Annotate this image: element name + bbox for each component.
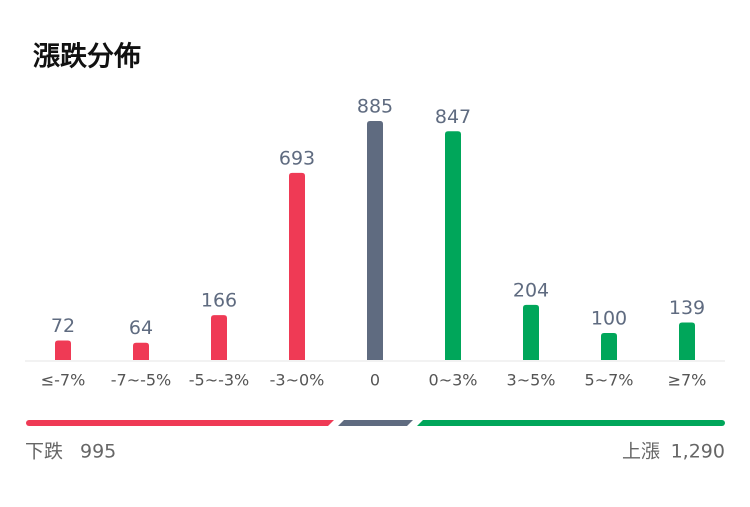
value-label: 64 xyxy=(129,317,153,339)
x-tick-label: -7~-5% xyxy=(111,371,172,390)
x-tick-label: ≤-7% xyxy=(41,371,86,390)
bar xyxy=(679,322,695,360)
bar xyxy=(523,304,539,360)
value-label: 693 xyxy=(279,147,315,169)
bar xyxy=(367,121,383,360)
bar xyxy=(55,340,71,360)
value-label: 72 xyxy=(51,315,75,337)
x-tick-label: ≥7% xyxy=(668,371,707,390)
x-tick-label: -5~-3% xyxy=(189,371,250,390)
bar xyxy=(133,342,149,360)
value-label: 885 xyxy=(357,96,393,118)
x-tick-label: -3~0% xyxy=(270,371,325,390)
up-label: 上漲 xyxy=(622,441,660,463)
up-value: 1,290 xyxy=(671,441,725,463)
x-tick-label: 0 xyxy=(370,371,380,390)
flat-bar xyxy=(338,420,413,426)
value-label: 139 xyxy=(669,297,705,319)
value-label: 100 xyxy=(591,307,627,329)
x-tick-label: 5~7% xyxy=(585,371,634,390)
down-bar xyxy=(26,420,334,426)
bar xyxy=(601,332,617,360)
down-value: 995 xyxy=(80,441,116,463)
bar xyxy=(289,172,305,360)
x-tick-label: 3~5% xyxy=(507,371,556,390)
bar xyxy=(445,131,461,360)
bar xyxy=(211,315,227,360)
chart-title: 漲跌分佈 xyxy=(33,41,141,73)
up-bar xyxy=(417,420,725,426)
value-label: 847 xyxy=(435,106,471,128)
value-label: 166 xyxy=(201,290,237,312)
value-label: 204 xyxy=(513,279,549,301)
down-label: 下跌 xyxy=(25,441,63,463)
x-tick-label: 0~3% xyxy=(429,371,478,390)
